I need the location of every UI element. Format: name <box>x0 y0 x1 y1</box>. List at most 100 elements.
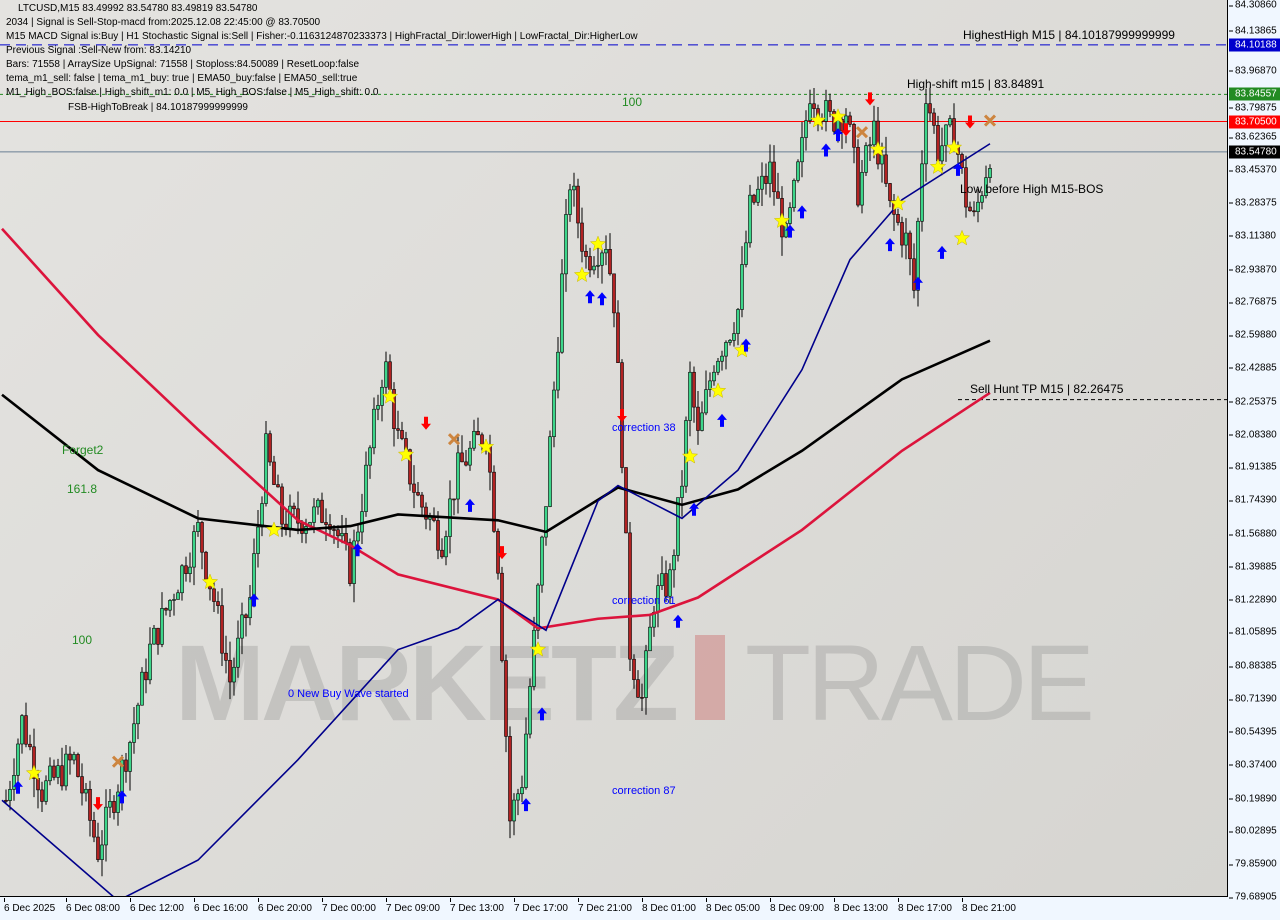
candle-bull <box>676 497 680 556</box>
candle-bear <box>220 605 224 654</box>
candle-bear <box>296 508 300 524</box>
candle-bull <box>136 704 140 725</box>
candle-bull <box>12 775 16 790</box>
candle-bear <box>400 430 404 439</box>
buy-arrow-icon <box>953 162 963 176</box>
time-axis[interactable]: 6 Dec 2025 6 Dec 08:00 6 Dec 12:00 6 Dec 16… <box>0 898 1228 920</box>
candle-bear <box>420 494 424 508</box>
candle-bear <box>580 222 584 252</box>
candle-bull <box>444 536 448 558</box>
candle-bull <box>380 386 384 406</box>
buy-arrow-icon <box>689 502 699 516</box>
candle-bear <box>664 573 668 597</box>
signal-star-icon <box>573 266 591 283</box>
candle-bull <box>564 214 568 275</box>
candle-bull <box>920 163 924 222</box>
candle-bear <box>500 572 504 661</box>
candle-bull <box>456 452 460 500</box>
price-tick-label: 82.42885 <box>1229 362 1277 374</box>
candle-bear <box>24 715 28 745</box>
candle-bull <box>736 309 740 334</box>
candle-bull <box>520 787 524 795</box>
time-tick-label: 7 Dec 09:00 <box>386 898 440 914</box>
price-level-tag: 83.84557 <box>1229 87 1280 101</box>
candle-bull <box>364 464 368 512</box>
buy-arrow-icon <box>13 780 23 794</box>
candle-bear <box>584 250 588 257</box>
candle-bear <box>388 361 392 390</box>
candle-bull <box>104 806 108 846</box>
candle-bull <box>808 103 812 121</box>
candle-bear <box>276 484 280 488</box>
candle-bull <box>804 120 808 138</box>
candle-bear <box>324 522 328 525</box>
price-tick-label: 81.91385 <box>1229 461 1277 473</box>
price-tick-label: 80.71390 <box>1229 693 1277 705</box>
candle-bear <box>852 124 856 148</box>
candle-bull <box>288 505 292 530</box>
candle-bull <box>868 144 872 147</box>
high-shift-label: High-shift m15 | 83.84891 <box>907 77 1045 91</box>
candle-bear <box>856 146 860 206</box>
signal-star-icon <box>773 212 791 229</box>
candle-bull <box>708 380 712 390</box>
time-tick-label: 7 Dec 17:00 <box>514 898 568 914</box>
candle-bull <box>552 389 556 437</box>
candle-bull <box>368 447 372 466</box>
candle-bull <box>372 408 376 449</box>
price-level-tag: 83.54780 <box>1229 145 1280 159</box>
candle-bull <box>16 743 20 776</box>
candle-bear <box>144 671 148 681</box>
candle-bear <box>496 531 500 574</box>
candle-bull <box>984 177 988 196</box>
time-tick-label: 8 Dec 21:00 <box>962 898 1016 914</box>
price-tick-label: 81.05895 <box>1229 626 1277 638</box>
candle-bull <box>152 627 156 645</box>
buy-arrow-icon <box>521 798 531 812</box>
chart-plot-area[interactable]: MARKETZ TRADE LTCUSD,M15 83.49992 83.5478… <box>0 0 1228 897</box>
candle-bull <box>172 599 176 601</box>
candle-bull <box>548 436 552 507</box>
candle-bull <box>680 485 684 498</box>
candle-bear <box>80 776 84 794</box>
fsb-high-label: FSB-HighToBreak | 84.10187999999999 <box>68 102 248 113</box>
price-tick-label: 80.02895 <box>1229 825 1277 837</box>
close-mark-icon <box>447 433 461 446</box>
candle-bull <box>712 371 716 382</box>
time-tick-label: 6 Dec 2025 <box>4 898 56 914</box>
candle-bull <box>660 573 664 586</box>
fib-100-label: 100 <box>72 633 93 647</box>
buy-arrow-icon <box>249 593 259 607</box>
candle-bear <box>636 679 640 698</box>
candle-bull <box>236 637 240 668</box>
candle-bear <box>452 498 456 501</box>
candle-bull <box>312 506 316 523</box>
candle-bear <box>396 428 400 431</box>
price-chart-svg <box>0 44 1227 896</box>
sell-arrow-icon <box>497 546 507 560</box>
candle-bear <box>908 232 912 260</box>
candle-bull <box>748 194 752 244</box>
price-axis[interactable]: 84.10188 83.84557 83.70500 83.54780 84.30860… <box>1229 0 1280 903</box>
candle-bull <box>756 188 760 203</box>
candle-bull <box>100 844 104 860</box>
candle-bear <box>224 652 228 661</box>
candle-bull <box>20 715 24 745</box>
candle-bear <box>968 206 972 212</box>
candle-bull <box>132 723 136 743</box>
candle-bull <box>596 264 600 267</box>
candle-bull <box>924 103 928 165</box>
time-tick-label: 8 Dec 17:00 <box>898 898 952 914</box>
buy-arrow-icon <box>785 224 795 238</box>
candle-bull <box>604 249 608 254</box>
candle-bull <box>592 265 596 271</box>
signal-star-icon <box>681 447 699 464</box>
candle-bear <box>88 788 92 821</box>
candle-bear <box>692 371 696 408</box>
candle-bear <box>92 820 96 838</box>
candle-bull <box>316 499 320 508</box>
time-tick-label: 6 Dec 12:00 <box>130 898 184 914</box>
sell-arrow-icon <box>965 115 975 129</box>
candle-bull <box>796 161 800 181</box>
candle-bull <box>684 420 688 487</box>
